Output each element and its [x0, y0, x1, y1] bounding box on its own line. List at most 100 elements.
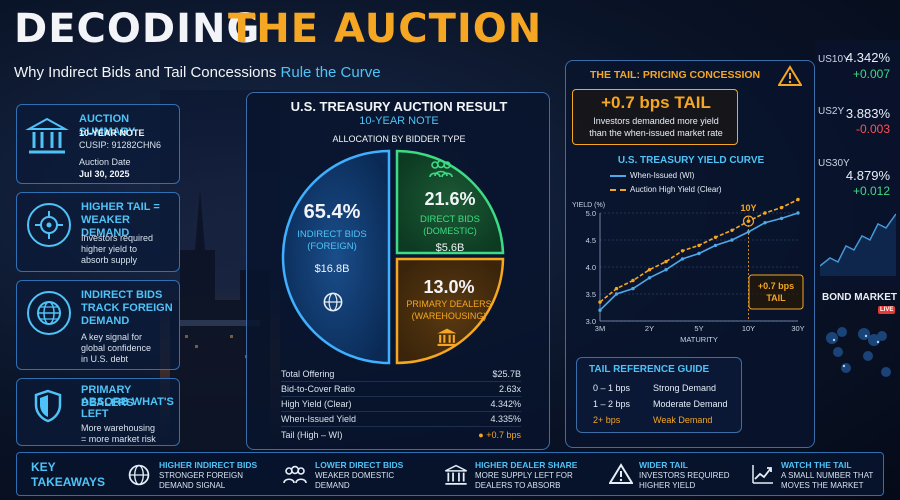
y-tick-label: 4.0: [586, 263, 596, 272]
tail-heading: THE TAIL: PRICING CONCESSION: [590, 69, 761, 81]
tail-callout-box: [748, 274, 804, 310]
data-point: [664, 259, 668, 264]
takeaway-sub: DEMAND SIGNAL: [159, 481, 226, 490]
data-point: [779, 216, 784, 221]
subtitle-highlight: Rule the Curve: [280, 64, 381, 81]
data-point: [796, 211, 800, 215]
data-point: [763, 211, 767, 215]
stat-row: When-Issued Yield 4.335%: [281, 412, 521, 427]
marker-10y-label: 10Y: [740, 203, 756, 213]
allocation-pie: [281, 149, 505, 365]
ticker-value: 3.883%: [845, 106, 890, 121]
legend-clear-swatch: [610, 188, 626, 191]
stat-value: 4.335%: [490, 414, 521, 424]
legend-wi-swatch: [610, 174, 626, 177]
indirect-pct: 65.4%: [303, 201, 361, 223]
ticker-symbol: US2Y: [818, 106, 845, 117]
indirect-card-text-1: A key signal for: [81, 332, 143, 342]
legend-clear: Auction High Yield (Clear): [610, 185, 722, 194]
tail-callout-box: +0.7 bps TAIL Investors demanded more yi…: [572, 89, 738, 145]
globe-icon: [27, 291, 71, 335]
bank-icon: [25, 115, 69, 164]
globe-icon: [322, 291, 344, 318]
warning-icon: [777, 65, 803, 92]
takeaway-sub: MOVES THE MARKET: [781, 481, 864, 490]
ticker-row[interactable]: US30Y 4.879% +0.012: [818, 152, 894, 200]
summary-note: 10-YEAR NOTE: [79, 128, 145, 138]
data-point: [697, 251, 701, 256]
ticker-row[interactable]: US2Y 3.883% -0.003: [818, 98, 894, 146]
tail-text-2: than the when-issued market rate: [589, 128, 723, 138]
guide-range: 1 – 2 bps: [593, 399, 631, 409]
data-point: [779, 205, 784, 210]
y-axis-label: YIELD (%): [572, 202, 605, 209]
data-point: [614, 292, 619, 296]
takeaway-sub: STRONGER FOREIGN: [159, 471, 244, 480]
stat-label: When-Issued Yield: [281, 414, 357, 424]
legend-clear-label: Auction High Yield (Clear): [630, 185, 722, 194]
ticker-value: 4.342%: [845, 50, 890, 65]
stat-value: $25.7B: [492, 369, 521, 379]
pie-slice-direct: [395, 149, 505, 255]
higher-tail-title-2: WEAKER DEMAND: [81, 214, 130, 239]
summary-date: Jul 30, 2025: [79, 169, 130, 179]
stat-value: 4.342%: [490, 399, 521, 409]
pie-slice-dealers: [395, 257, 505, 365]
ticker-symbol: US10Y: [818, 54, 850, 65]
direct-pct: 21.6%: [424, 189, 476, 209]
indirect-label-2: (FOREIGN): [307, 241, 357, 252]
takeaway-sub: A SMALL NUMBER THAT: [781, 471, 874, 480]
x-axis-label: MATURITY: [680, 335, 718, 344]
stat-value: 2.63x: [498, 384, 521, 394]
data-point: [664, 268, 668, 272]
stat-label: Total Offering: [281, 369, 335, 379]
takeaways-heading-1: KEY: [31, 460, 56, 474]
takeaway-sub: HIGHER YIELD: [639, 481, 696, 490]
warning-icon: [608, 463, 634, 490]
live-badge: LIVE: [878, 306, 896, 314]
dealers-card-title-3: LEFT: [81, 408, 109, 420]
x-tick-label: 10Y: [742, 324, 755, 333]
ticker-change: +0.012: [852, 184, 890, 198]
yield-curve-chart: YIELD (%) 3.0 3.5 4.0 4.5 5.0 3M 2Y 5Y 10Y 30Y MATU…: [572, 197, 805, 344]
dealers-pct: 13.0%: [423, 277, 475, 297]
ticker-value: 4.879%: [845, 168, 890, 183]
stat-label: High Yield (Clear): [281, 399, 352, 409]
data-point: [746, 219, 751, 223]
ticker-row[interactable]: US10Y 4.342% +0.007: [818, 46, 894, 94]
target-icon: ●: [478, 429, 487, 440]
legend-wi-label: When-Issued (WI): [630, 171, 695, 180]
auction-result-heading: U.S. TREASURY AUCTION RESULT: [290, 99, 508, 114]
data-point: [631, 278, 635, 283]
page-title-part2: THE AUCTION: [228, 6, 543, 52]
summary-date-label: Auction Date: [79, 157, 131, 167]
bank-icon: [435, 327, 459, 352]
pie-slice-indirect: [281, 149, 391, 365]
guide-range: 0 – 1 bps: [593, 383, 631, 393]
auction-stats-table: Total Offering $25.7B Bid-to-Cover Ratio 2…: [281, 367, 521, 442]
higher-tail-text-1: Investors required: [81, 233, 154, 243]
tail-value: +0.7 bps TAIL: [601, 93, 711, 112]
direct-amount: $5.6B: [435, 242, 465, 254]
data-point: [730, 238, 734, 242]
tail-callout-label: TAIL: [766, 293, 786, 303]
guide-heading: TAIL REFERENCE GUIDE: [589, 364, 710, 375]
stat-label: Tail (High – WI): [281, 429, 343, 440]
data-point: [647, 268, 652, 272]
data-point: [680, 257, 685, 261]
bond-market-label: BOND MARKET: [822, 292, 897, 303]
takeaway-title: HIGHER DEALER SHARE: [475, 460, 578, 470]
y-tick-label: 4.5: [586, 236, 596, 245]
higher-tail-title-1: HIGHER TAIL =: [81, 201, 160, 213]
tail-callout-value: +0.7 bps: [758, 281, 794, 291]
takeaway-sub: DEALERS TO ABSORB: [475, 481, 561, 490]
ticker-symbol: US30Y: [818, 158, 850, 169]
world-map-icon: [826, 327, 891, 377]
tail-reference-guide: TAIL REFERENCE GUIDE 0 – 1 bps Strong De…: [576, 357, 742, 433]
marker-10y-ring: [742, 215, 755, 227]
ticker-column: US10Y 4.342% +0.007 US2Y 3.883% -0.003 U…: [818, 46, 894, 200]
higher-tail-card: HIGHER TAIL = WEAKER DEMAND Investors re…: [16, 192, 180, 272]
data-point: [763, 221, 767, 225]
allocation-heading: ALLOCATION BY BIDDER TYPE: [332, 134, 466, 144]
legend-wi: When-Issued (WI): [610, 171, 694, 180]
